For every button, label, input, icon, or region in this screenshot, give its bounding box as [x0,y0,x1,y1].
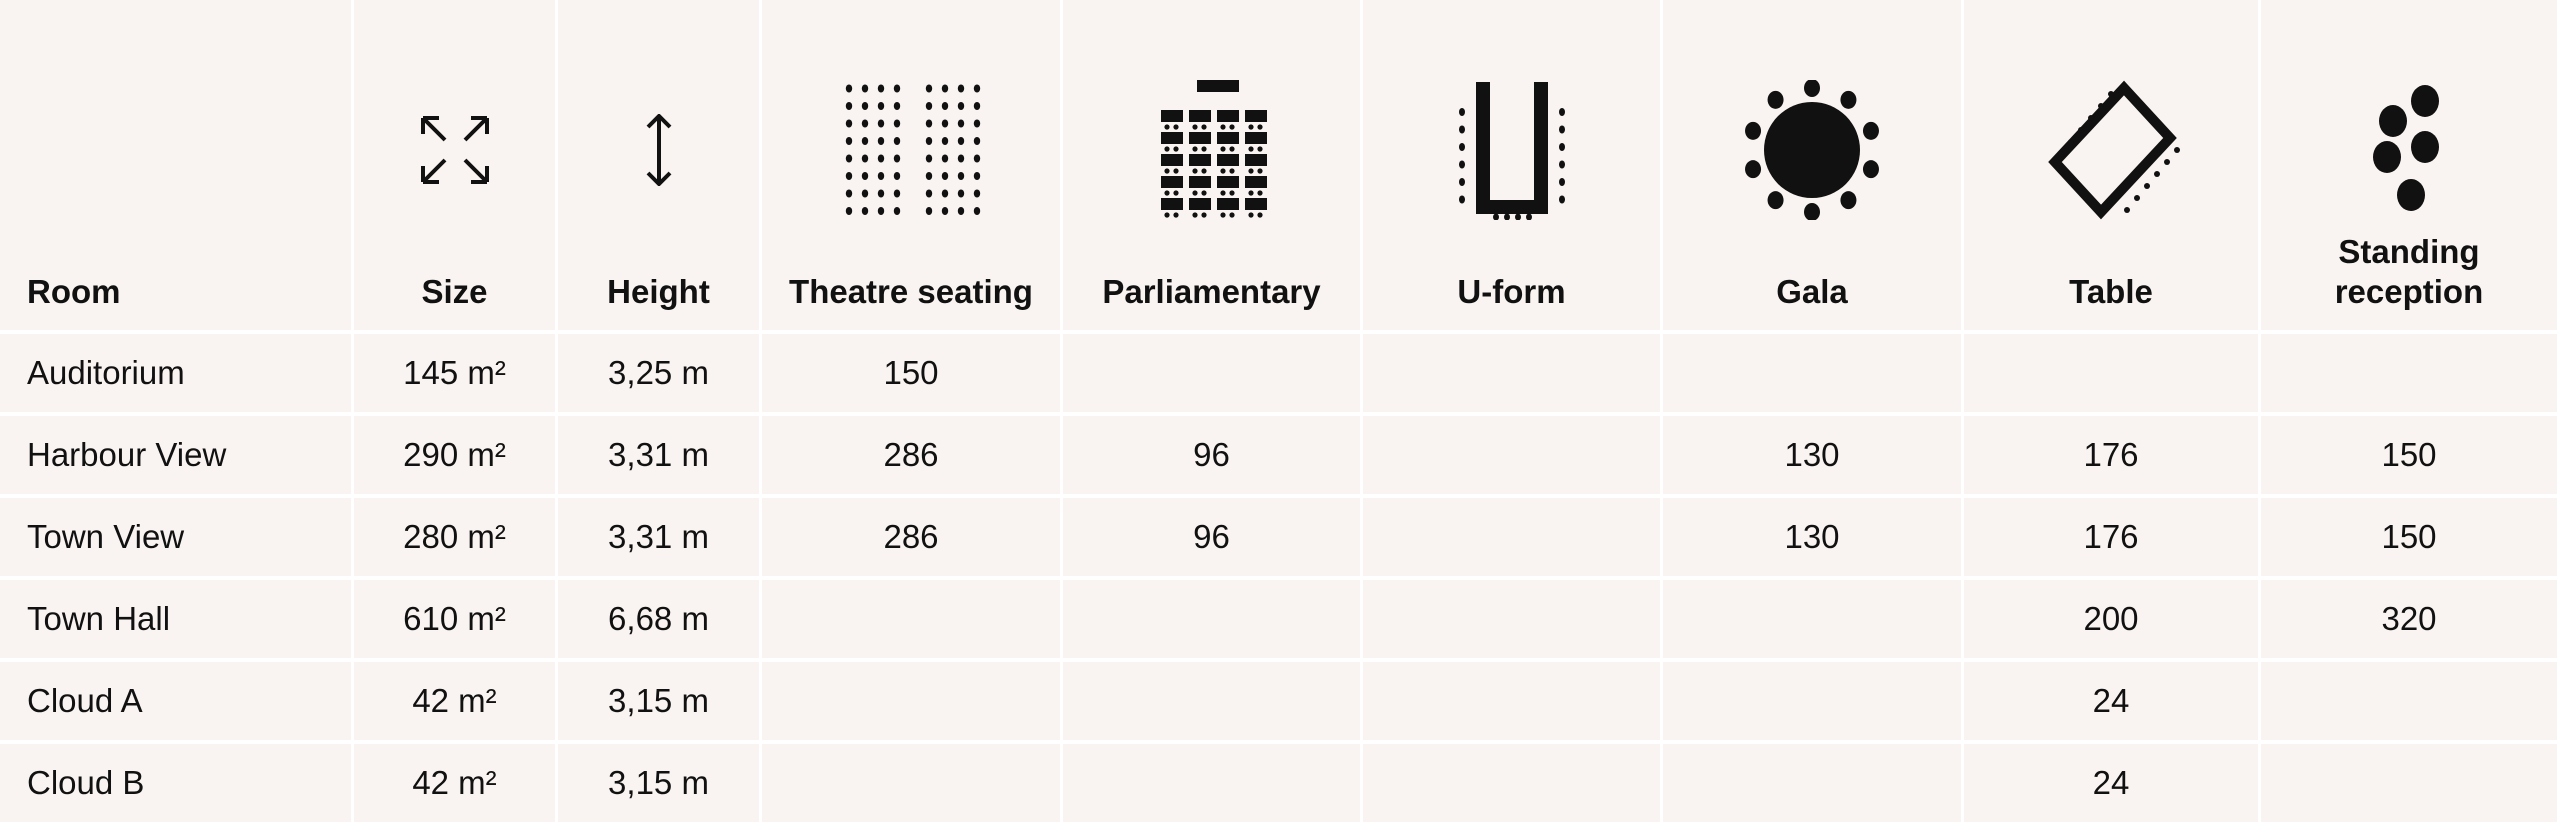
table-cell [1964,334,2258,412]
header-label: Table [2069,273,2153,310]
header-theatre-seating: Theatre seating [762,0,1060,330]
table-cell: 150 [2261,498,2557,576]
table-cell: 3,15 m [558,744,759,822]
table-cell [1363,334,1660,412]
table-cell: 320 [2261,580,2557,658]
header-label: Standing reception [2261,232,2557,312]
table-cell: 96 [1063,498,1360,576]
header-label: Height [607,273,710,310]
table-cell: 150 [762,334,1060,412]
table-cell [1363,416,1660,494]
header-table: Table [1964,0,2258,330]
vertical-arrow-icon [644,114,674,186]
table-cell [762,662,1060,740]
table-cell: 130 [1663,498,1961,576]
room-name-cell: Auditorium [0,334,351,412]
header-label: U-form [1457,273,1566,310]
table-cell: 286 [762,498,1060,576]
table-cell: 200 [1964,580,2258,658]
table-cell: 96 [1063,416,1360,494]
table-cell: 176 [1964,416,2258,494]
table-cell [1663,662,1961,740]
header-label: Room [27,273,121,310]
table-cell: 3,25 m [558,334,759,412]
table-cell [1663,580,1961,658]
table-cell [762,744,1060,822]
header-label: Parliamentary [1102,273,1321,310]
header-gala: Gala [1663,0,1961,330]
table-cell [2261,334,2557,412]
header-standing-reception: Standing reception [2261,0,2557,330]
table-cell: 24 [1964,744,2258,822]
table-cell: 286 [762,416,1060,494]
table-cell [1363,744,1660,822]
table-cell: 3,31 m [558,416,759,494]
table-cell: 280 m² [354,498,555,576]
table-cell: 610 m² [354,580,555,658]
table-cell: 176 [1964,498,2258,576]
gala-icon [1742,80,1882,220]
table-cell [1063,334,1360,412]
header-size: Size [354,0,555,330]
table-cell [2261,662,2557,740]
header-room: Room [0,0,351,330]
table-cell [762,580,1060,658]
header-label: Gala [1776,273,1848,310]
room-name-cell: Harbour View [0,416,351,494]
header-height: Height [558,0,759,330]
parliamentary-icon [1157,80,1267,220]
table-cell: 42 m² [354,662,555,740]
header-label: Size [421,273,488,310]
theatre-seating-icon [841,83,981,218]
table-cell [1663,744,1961,822]
header-parliamentary: Parliamentary [1063,0,1360,330]
room-name-cell: Cloud A [0,662,351,740]
table-cell: 130 [1663,416,1961,494]
room-name-cell: Town Hall [0,580,351,658]
standing-reception-icon [2359,85,2459,215]
u-form-icon [1452,80,1572,220]
header-label-text: Standing reception [2334,233,2484,310]
table-cell: 24 [1964,662,2258,740]
room-name-cell: Town View [0,498,351,576]
expand-arrows-icon [419,114,491,186]
header-u-form: U-form [1363,0,1660,330]
header-label: Theatre seating [789,273,1033,310]
table-cell: 145 m² [354,334,555,412]
table-cell [1063,580,1360,658]
table-cell [1663,334,1961,412]
room-name-cell: Cloud B [0,744,351,822]
table-cell [2261,744,2557,822]
table-cell [1363,580,1660,658]
table-cell: 42 m² [354,744,555,822]
table-cell [1363,498,1660,576]
table-cell: 3,31 m [558,498,759,576]
table-cell: 150 [2261,416,2557,494]
table-cell: 3,15 m [558,662,759,740]
table-cell [1363,662,1660,740]
table-cell: 6,68 m [558,580,759,658]
table-icon [2041,80,2181,220]
table-cell: 290 m² [354,416,555,494]
table-cell [1063,662,1360,740]
table-cell [1063,744,1360,822]
